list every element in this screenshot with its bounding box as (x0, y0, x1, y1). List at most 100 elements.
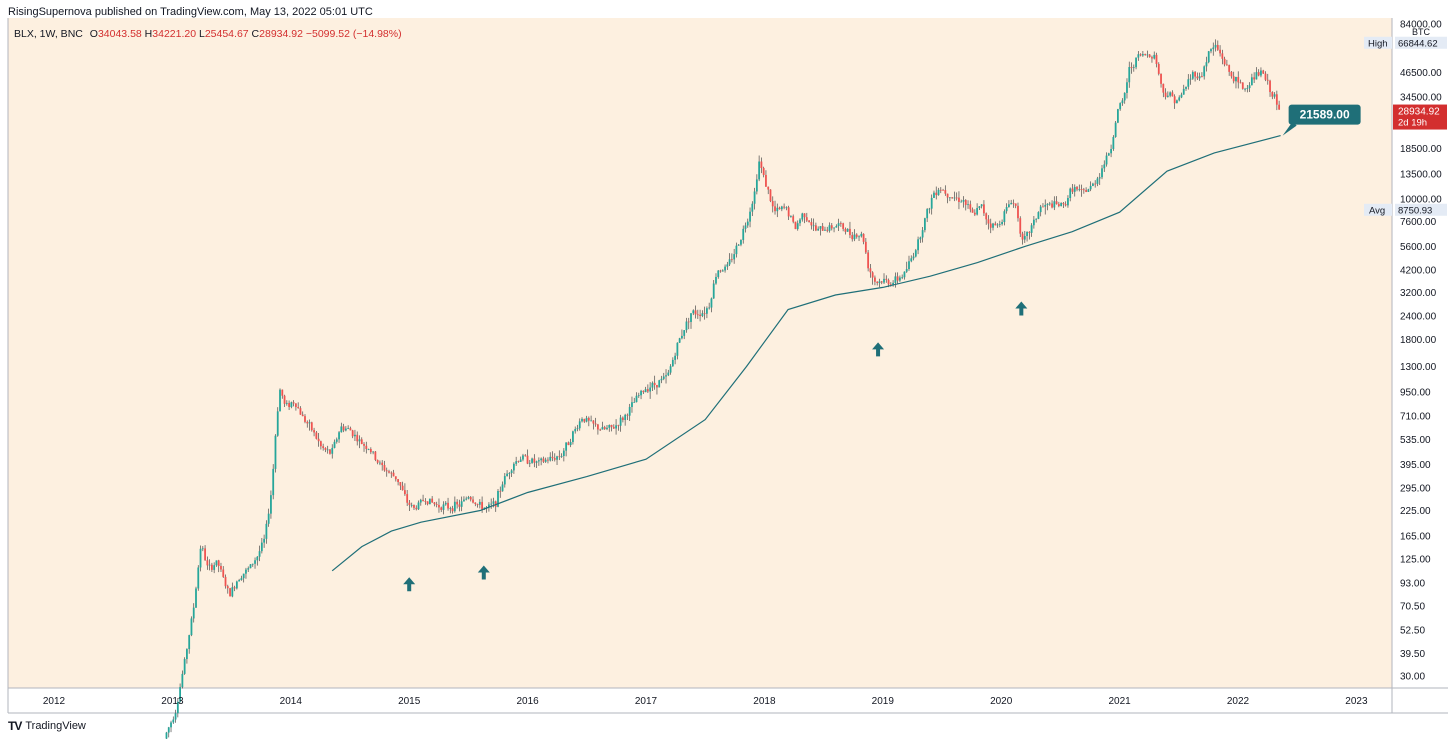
candle-body (703, 313, 706, 315)
candle-body (658, 380, 661, 388)
candle-body (1189, 78, 1192, 80)
candle-body (1160, 73, 1162, 84)
candle-body (1073, 186, 1076, 192)
candle-body (862, 233, 865, 242)
candle-body (1250, 77, 1253, 86)
candle-body (419, 499, 422, 503)
candle-body (628, 407, 631, 416)
candle-body (1210, 49, 1212, 52)
candle-body (585, 417, 588, 422)
candle-body (808, 220, 810, 223)
candle-body (170, 722, 172, 728)
candle-body (1264, 73, 1267, 80)
candle-body (469, 497, 472, 500)
candle-body (567, 442, 570, 446)
candle-body (699, 314, 701, 317)
price-tick-label: 1800.00 (1400, 335, 1437, 346)
candle-body (1076, 186, 1078, 190)
candle-body (363, 444, 365, 446)
price-tick-label: 13500.00 (1400, 170, 1442, 181)
candle-body (1037, 212, 1040, 219)
candle-body (694, 310, 697, 315)
price-tick-label: 5600.00 (1400, 242, 1437, 253)
candle-body (735, 245, 738, 255)
candle-body (1021, 233, 1024, 240)
candle-body (792, 216, 795, 222)
candle-body (719, 270, 722, 272)
candle-body (1275, 94, 1278, 105)
candle-body (476, 503, 479, 505)
candle-body (281, 389, 284, 396)
candle-body (1269, 80, 1271, 93)
candle-body (331, 447, 334, 454)
candle-body (608, 424, 611, 428)
candle-body (1191, 72, 1194, 79)
candle-body (837, 223, 840, 226)
candle-body (1239, 82, 1242, 84)
year-tick-label: 2012 (43, 696, 66, 707)
candle-body (397, 479, 399, 483)
candle-body (776, 207, 779, 212)
candle-body (379, 462, 381, 464)
candle-body (499, 491, 502, 492)
price-callout: 21589.00 (1282, 104, 1361, 136)
candle-body (537, 460, 540, 462)
candle-body (780, 206, 783, 210)
candle-body (1221, 53, 1224, 59)
candle-body (683, 330, 686, 336)
current-price-label: 28934.92 (1398, 107, 1440, 118)
candle-body (892, 282, 894, 286)
candle-body (760, 161, 763, 168)
candle-body (195, 588, 197, 608)
candle-body (565, 442, 568, 451)
candle-body (283, 395, 286, 404)
candle-body (1207, 51, 1210, 63)
candle-body (322, 446, 325, 449)
candle-body (1141, 54, 1144, 56)
candle-body (542, 458, 545, 462)
price-tick-label: 295.00 (1400, 484, 1431, 495)
candle-body (767, 186, 770, 190)
candle-body (1278, 104, 1281, 110)
candle-body (204, 548, 206, 561)
change-value: −5099.52 (−14.98%) (305, 28, 402, 40)
high-value: 34221.20 (152, 28, 197, 40)
candle-body (942, 189, 944, 191)
candle-body (274, 435, 277, 469)
candle-body (1119, 103, 1122, 110)
candle-body (933, 192, 935, 198)
candle-body (740, 240, 742, 245)
candle-body (374, 451, 377, 460)
candle-body (983, 204, 985, 214)
candle-body (969, 204, 972, 210)
year-tick-label: 2020 (990, 696, 1013, 707)
candle-body (265, 523, 268, 539)
candle-body (1185, 86, 1187, 89)
candle-body (851, 235, 854, 240)
candle-body (715, 276, 717, 284)
candle-body (1166, 95, 1169, 97)
candle-body (980, 204, 983, 207)
candle-body (1019, 218, 1022, 234)
candle-body (1201, 76, 1203, 78)
candle-body (619, 417, 622, 426)
candle-body (1032, 219, 1035, 226)
candle-body (1026, 231, 1028, 237)
candle-body (919, 237, 922, 240)
candle-body (501, 484, 504, 492)
candle-body (201, 548, 204, 550)
candle-body (1057, 204, 1060, 207)
candle-body (869, 268, 872, 273)
candle-body (597, 424, 599, 430)
candle-body (778, 207, 781, 210)
candle-body (1178, 97, 1181, 101)
candle-body (206, 560, 209, 566)
ohlc-legend: BLX, 1W, BNC O34043.58 H34221.20 L25454.… (14, 28, 402, 40)
candle-body (190, 618, 193, 636)
candle-body (1023, 236, 1026, 240)
candle-body (839, 223, 842, 224)
candle-body (1126, 82, 1128, 93)
candle-body (1171, 92, 1174, 97)
